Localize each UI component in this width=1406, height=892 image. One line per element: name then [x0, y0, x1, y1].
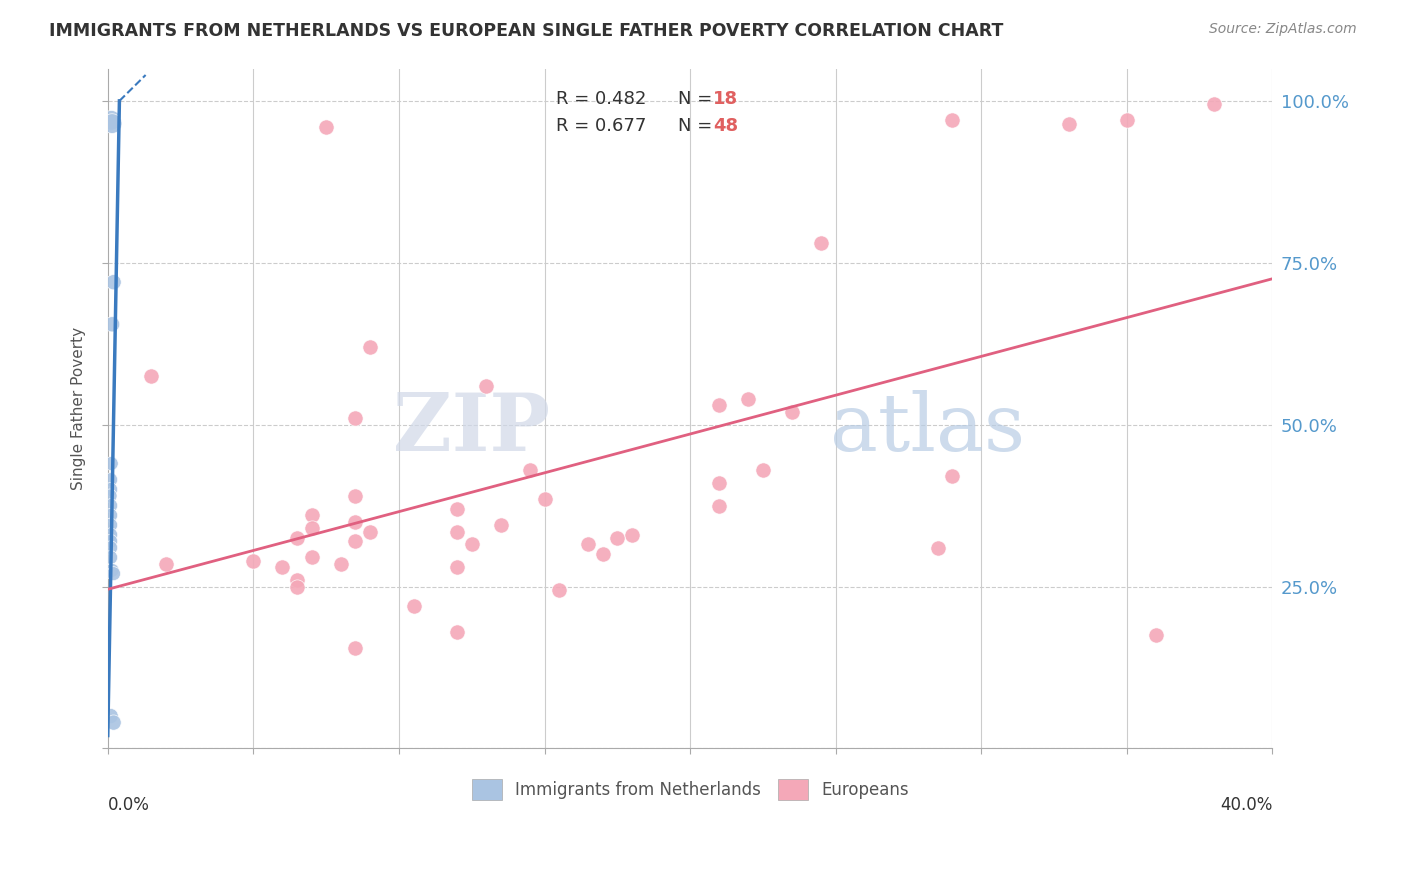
Point: [301, 508, 323, 523]
Point: [100, 550, 122, 565]
Point: [606, 531, 628, 545]
Text: ZIP: ZIP: [394, 390, 550, 468]
Point: [301, 550, 323, 565]
Point: [344, 641, 367, 656]
Point: [1144, 628, 1167, 642]
Point: [359, 340, 381, 354]
Point: [101, 563, 124, 577]
Point: [402, 599, 425, 613]
Point: [103, 715, 125, 730]
Point: [285, 573, 308, 587]
Point: [941, 113, 963, 128]
Point: [344, 534, 367, 549]
Point: [533, 492, 555, 507]
Point: [548, 582, 571, 597]
Point: [103, 275, 125, 289]
Point: [359, 524, 381, 539]
Point: [98, 489, 121, 503]
Point: [592, 547, 614, 561]
Legend: Immigrants from Netherlands, Europeans: Immigrants from Netherlands, Europeans: [464, 772, 917, 808]
Point: [155, 557, 177, 571]
Point: [100, 499, 122, 513]
Text: atlas: atlas: [830, 390, 1025, 468]
Point: [329, 557, 352, 571]
Point: [315, 120, 337, 134]
Text: N =: N =: [679, 118, 718, 136]
Point: [103, 566, 125, 581]
Point: [446, 524, 468, 539]
Point: [709, 398, 731, 412]
Point: [100, 518, 122, 533]
Point: [752, 463, 775, 477]
Point: [737, 392, 759, 406]
Point: [100, 508, 122, 523]
Point: [301, 521, 323, 535]
Point: [461, 537, 484, 551]
Point: [709, 499, 731, 513]
Text: 0.0%: 0.0%: [108, 796, 149, 814]
Text: 40.0%: 40.0%: [1220, 796, 1272, 814]
Text: N =: N =: [679, 90, 718, 108]
Point: [780, 405, 803, 419]
Point: [285, 580, 308, 594]
Point: [100, 528, 122, 542]
Point: [519, 463, 541, 477]
Point: [100, 473, 122, 487]
Text: R = 0.677: R = 0.677: [557, 118, 647, 136]
Point: [242, 554, 264, 568]
Point: [446, 560, 468, 574]
Point: [100, 534, 122, 549]
Text: R = 0.482: R = 0.482: [557, 90, 647, 108]
Point: [285, 531, 308, 545]
Point: [1057, 117, 1080, 131]
Point: [100, 541, 122, 555]
Point: [489, 518, 512, 533]
Point: [100, 113, 122, 128]
Text: IMMIGRANTS FROM NETHERLANDS VS EUROPEAN SINGLE FATHER POVERTY CORRELATION CHART: IMMIGRANTS FROM NETHERLANDS VS EUROPEAN …: [49, 22, 1004, 40]
Point: [101, 117, 124, 131]
Point: [1115, 113, 1137, 128]
Point: [941, 469, 963, 483]
Text: 18: 18: [713, 90, 738, 108]
Point: [475, 379, 498, 393]
Point: [709, 475, 731, 490]
Text: Source: ZipAtlas.com: Source: ZipAtlas.com: [1209, 22, 1357, 37]
Text: 48: 48: [713, 118, 738, 136]
Point: [100, 709, 122, 723]
Point: [1204, 97, 1226, 112]
Point: [576, 537, 599, 551]
Point: [344, 489, 367, 503]
Point: [344, 515, 367, 529]
Point: [344, 411, 367, 425]
Point: [101, 318, 124, 332]
Point: [446, 624, 468, 639]
Point: [141, 369, 163, 384]
Y-axis label: Single Father Poverty: Single Father Poverty: [72, 327, 86, 490]
Point: [271, 560, 294, 574]
Point: [810, 236, 832, 251]
Point: [927, 541, 949, 555]
Point: [100, 457, 122, 471]
Point: [620, 528, 643, 542]
Point: [446, 501, 468, 516]
Point: [100, 483, 122, 497]
